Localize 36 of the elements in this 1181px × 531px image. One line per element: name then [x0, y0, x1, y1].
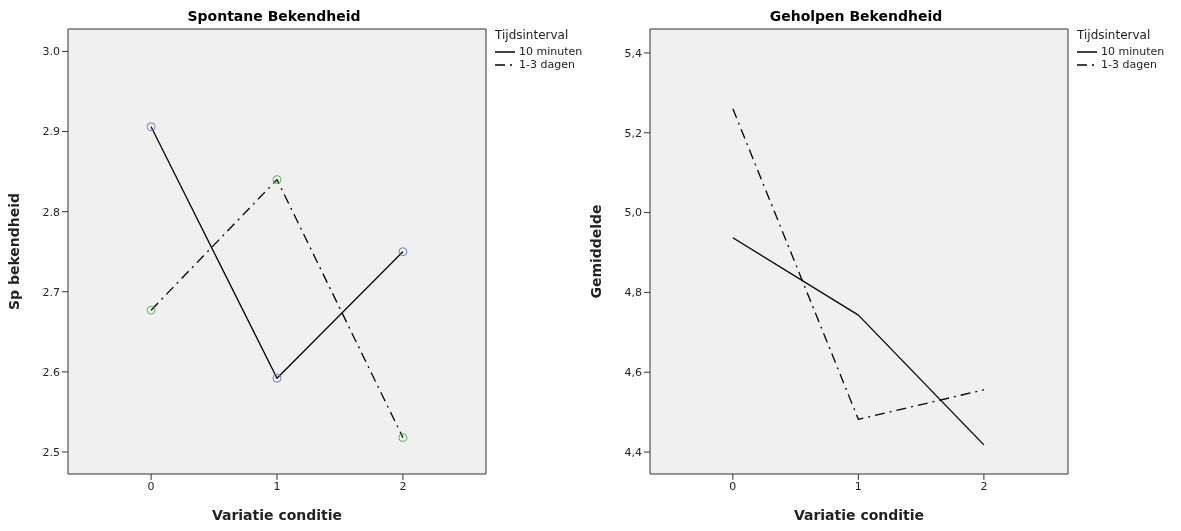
- x-tick-label: 1: [854, 479, 862, 493]
- y-tick-label: 4,8: [624, 286, 642, 300]
- chart-title: Spontane Bekendheid: [186, 8, 362, 26]
- y-tick-label: 3.0: [42, 45, 60, 59]
- point: [146, 305, 156, 315]
- legend-label: 1-3 dagen: [519, 58, 575, 71]
- point: [272, 175, 282, 185]
- point: [398, 247, 408, 257]
- y-axis-title: Sp bekendheid: [5, 192, 22, 311]
- x-axis-title: Variatie conditie: [211, 507, 343, 523]
- y-tick-label: 2.9: [42, 125, 60, 139]
- y-tick-label: 2.6: [42, 365, 60, 379]
- y-tick-label: 5,2: [624, 126, 642, 140]
- legend-label: 10 minuten: [519, 45, 583, 58]
- y-tick-label: 5,4: [624, 46, 642, 60]
- y-tick-label: 5,0: [624, 206, 642, 220]
- x-tick-label: 0: [147, 479, 155, 493]
- y-tick-label: 2.7: [42, 285, 60, 299]
- y-tick-label: 4,6: [624, 366, 642, 380]
- y-axis-title: Gemiddelde: [587, 204, 604, 299]
- x-tick-label: 1: [273, 479, 281, 493]
- x-tick-label: 2: [399, 479, 407, 493]
- x-axis-title: Variatie conditie: [793, 507, 925, 523]
- y-tick-label: 4,4: [624, 445, 642, 459]
- y-tick-label: 2.5: [42, 445, 60, 459]
- x-tick-label: 2: [980, 479, 988, 493]
- y-tick-label: 2.8: [42, 205, 60, 219]
- legend-title: Tijdsinterval: [1077, 28, 1152, 42]
- legend-label: 10 minuten: [1101, 45, 1165, 58]
- point: [146, 122, 156, 132]
- legend-title: Tijdsinterval: [495, 28, 570, 42]
- legend-label: 1-3 dagen: [1101, 58, 1157, 71]
- x-tick-label: 0: [729, 479, 737, 493]
- point: [398, 433, 408, 443]
- point: [272, 373, 282, 383]
- chart-title: Geholpen Bekendheid: [768, 8, 944, 26]
